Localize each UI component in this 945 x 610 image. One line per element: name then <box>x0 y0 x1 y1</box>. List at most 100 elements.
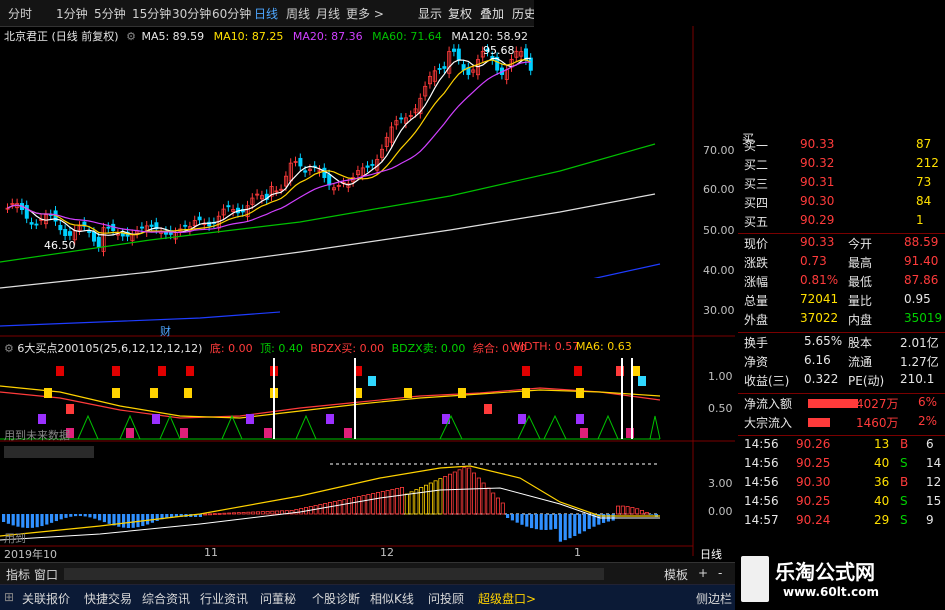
candle-body <box>274 190 279 193</box>
candle-body <box>495 56 500 71</box>
ma5-value: MA5: 89.59 <box>141 30 205 43</box>
signal-box <box>44 388 52 398</box>
tick-volume: 13 <box>874 437 890 451</box>
tab-quick-trade[interactable]: 快捷交易 <box>84 592 133 606</box>
add-window-button[interactable]: + <box>698 566 709 580</box>
tick-time: 14:56 <box>744 475 779 489</box>
tab-super-orderbook[interactable]: 超级盘口> <box>478 592 537 606</box>
macd-up-bar <box>265 510 270 515</box>
settings-icon[interactable]: ⚙ <box>4 342 14 355</box>
macd-up-bar <box>500 502 505 515</box>
brand-name: 乐淘公式网 <box>775 560 875 584</box>
indicator-menu[interactable]: 指标 <box>6 568 31 582</box>
tick-side: S <box>900 456 908 470</box>
tab-ask-secretary[interactable]: 问董秘 <box>260 592 297 606</box>
period-tab-fenshi[interactable]: 分时 <box>8 7 33 21</box>
bid-volume: 1 <box>916 213 924 227</box>
kline-chart[interactable] <box>0 26 735 556</box>
macd-down-bar <box>45 514 49 525</box>
macd-up-bar <box>486 487 491 515</box>
tick-count: 12 <box>926 475 942 489</box>
macd-down-bar <box>155 514 159 521</box>
period-tab-15min[interactable]: 15分钟 <box>132 7 172 21</box>
period-more-menu[interactable]: 更多 > <box>346 7 384 21</box>
macd-up-bar <box>327 501 332 515</box>
macd-up-bar <box>616 505 621 515</box>
signal-box <box>616 366 624 376</box>
tab-stock-diagnosis[interactable]: 个股诊断 <box>312 592 361 606</box>
candle-body <box>437 68 442 70</box>
macd-down-bar <box>160 514 164 520</box>
macd-up-bar <box>289 509 294 515</box>
tab-related-quote[interactable]: 关联报价 <box>22 592 71 606</box>
adjust-menu[interactable]: 复权 <box>448 7 473 21</box>
y-tick-50: 50.00 <box>703 224 735 237</box>
period-tab-month[interactable]: 月线 <box>316 7 341 21</box>
macd-down-bar <box>88 514 92 518</box>
macd-down-bar <box>21 514 25 528</box>
macd-down-bar <box>54 514 58 522</box>
tab-ask-advisor[interactable]: 问投顾 <box>428 592 465 606</box>
tab-similar-kline[interactable]: 相似K线 <box>370 592 414 606</box>
candle-body <box>101 227 106 252</box>
period-tab-30min[interactable]: 30分钟 <box>172 7 212 21</box>
signal-box <box>112 366 120 376</box>
macd-down-bar <box>578 514 582 534</box>
macd-down-bar <box>544 514 548 530</box>
tab-news[interactable]: 综合资讯 <box>142 592 191 606</box>
stat-label: 收益(三) <box>744 374 790 388</box>
main-info-line: 北京君正 (日线 前复权) ⚙ MA5: 89.59 MA10: 87.25 M… <box>4 28 528 44</box>
brand-url: www.60lt.com <box>783 585 880 599</box>
candle-body <box>269 186 274 197</box>
signal-triangle <box>295 414 317 440</box>
remove-window-button[interactable]: - <box>718 566 723 580</box>
finance-marker[interactable]: 财 <box>160 325 171 338</box>
period-tab-week[interactable]: 周线 <box>286 7 311 21</box>
period-tab-60min[interactable]: 60分钟 <box>212 7 252 21</box>
macd-down-bar <box>69 514 73 517</box>
candle-body <box>154 222 159 230</box>
macd-up-bar <box>640 510 645 515</box>
settings-icon[interactable]: ⚙ <box>126 30 136 43</box>
overlay-menu[interactable]: 叠加 <box>480 7 505 21</box>
quote-row-cut: 买 <box>738 130 945 148</box>
sidebar-toggle[interactable]: 侧边栏 <box>696 592 733 606</box>
display-menu[interactable]: 显示 <box>418 7 443 21</box>
macd-up-bar <box>323 502 328 515</box>
period-tab-day[interactable]: 日线 <box>254 7 279 21</box>
signal-box <box>158 366 166 376</box>
bid-volume: 84 <box>916 194 932 208</box>
period-tab-5min[interactable]: 5分钟 <box>94 7 126 21</box>
future-data-note: 用到未来数据 <box>4 429 70 442</box>
candle-body <box>394 120 399 126</box>
brand-watermark: 乐淘公式网 www.60lt.com <box>735 552 945 609</box>
candle-body <box>24 205 29 219</box>
stat-label: 流通 <box>848 355 873 369</box>
home-icon[interactable]: ⊞ <box>4 590 15 604</box>
bid-row: 买二 90.32 212 <box>738 156 945 174</box>
x-period-label[interactable]: 日线 <box>700 548 722 561</box>
candle-body <box>226 205 231 208</box>
signal-box <box>56 366 64 376</box>
candle-body <box>63 228 68 236</box>
indicator1-title[interactable]: 6大买点200105(25,6,12,12,12,12) <box>17 342 203 355</box>
macd-up-bar <box>380 490 385 515</box>
stat-label: 内盘 <box>848 313 873 327</box>
template-button[interactable]: 模板 <box>664 568 689 582</box>
macd-down-bar <box>549 514 553 530</box>
macd-up-bar <box>414 489 419 515</box>
candle-body <box>389 126 394 143</box>
history-menu[interactable]: 历史 <box>512 7 537 21</box>
tab-industry-news[interactable]: 行业资讯 <box>200 592 249 606</box>
macd-up-bar <box>270 510 275 515</box>
signal-box <box>626 428 634 438</box>
tick-price: 90.25 <box>796 456 831 470</box>
period-tab-1min[interactable]: 1分钟 <box>56 7 88 21</box>
stock-title[interactable]: 北京君正 (日线 前复权) <box>4 30 119 43</box>
stat-row: 涨跌 0.73 最高 91.40 <box>738 254 945 272</box>
candle-body <box>58 225 63 231</box>
candle-body <box>68 231 73 236</box>
window-menu[interactable]: 窗口 <box>34 568 59 582</box>
macd-up-bar <box>644 512 649 515</box>
candle-body <box>360 167 365 176</box>
